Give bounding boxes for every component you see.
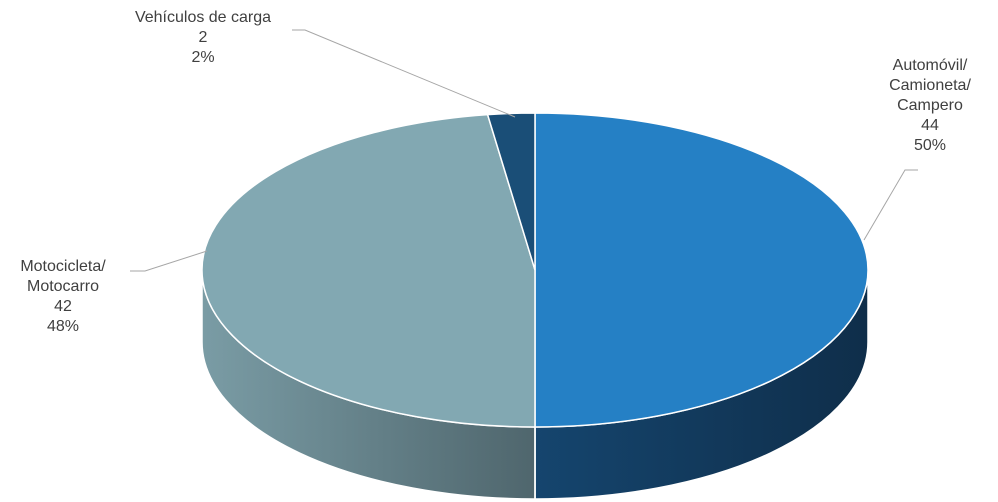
slice-name-line: Automóvil/ [893, 57, 968, 74]
slice-name-line: Campero [897, 97, 963, 114]
slice-percent: 48% [47, 318, 79, 335]
slice-percent: 50% [914, 137, 946, 154]
slice-name-line: Motocicleta/ [20, 258, 106, 275]
slice-value: 2 [199, 29, 208, 46]
leader-lines [130, 29, 918, 272]
slice-name-line: Camioneta/ [889, 77, 971, 94]
pie-slice-2 [486, 112, 536, 271]
data-label-1: Motocicleta/Motocarro 42 48% [20, 258, 106, 335]
data-label-2: Vehículos de carga 2 2% [135, 9, 271, 66]
pie-slice-0 [534, 112, 869, 428]
data-label-0: Automóvil/Camioneta/Campero 44 50% [889, 57, 971, 154]
slice-value: 44 [921, 117, 939, 134]
leader-line-1 [130, 250, 208, 272]
leader-line-0 [863, 169, 918, 241]
slice-value: 42 [54, 298, 72, 315]
slice-name-line: Vehículos de carga [135, 9, 271, 26]
slice-percent: 2% [191, 49, 214, 66]
slice-name-line: Motocarro [27, 278, 99, 295]
data-labels: Automóvil/Camioneta/Campero 44 50% Motocicl… [20, 9, 971, 335]
leader-line-2 [292, 29, 516, 118]
pie-slice-1 [201, 113, 536, 428]
pie-slices [201, 112, 869, 428]
